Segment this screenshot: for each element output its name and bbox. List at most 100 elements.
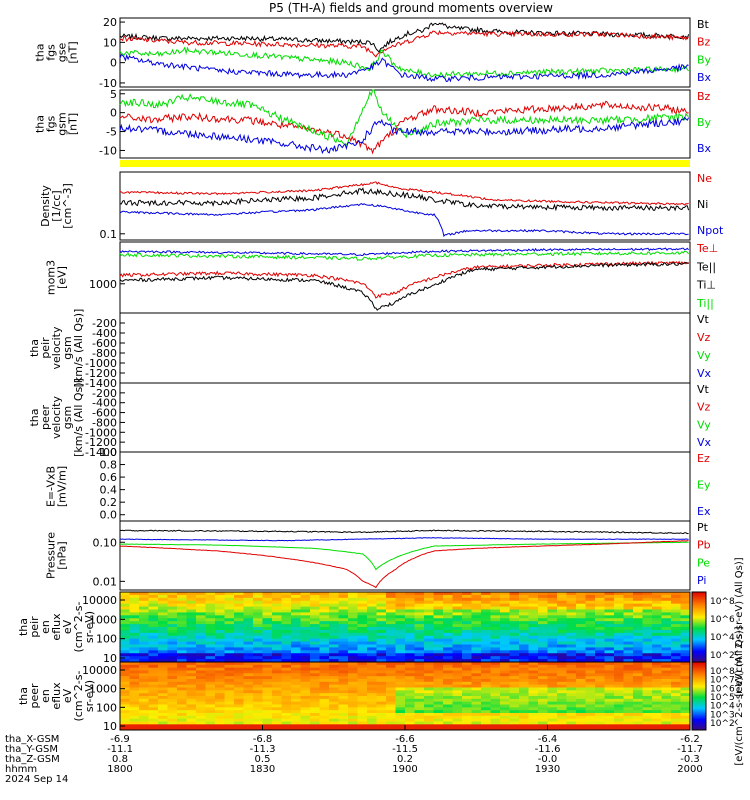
peer_velocity-frame: [119, 382, 691, 453]
heatmap-cell: [509, 710, 520, 714]
heatmap-cell: [414, 707, 425, 711]
heatmap-cell: [557, 606, 567, 610]
legend-entry: Vy: [697, 349, 711, 362]
heatmap-cell: [566, 701, 577, 705]
heatmap-cell: [471, 687, 482, 691]
heatmap-cell: [633, 621, 643, 625]
heatmap-cell: [443, 693, 453, 697]
heatmap-cell: [671, 624, 681, 628]
heatmap-cell: [253, 693, 263, 697]
heatmap-cell: [348, 635, 358, 640]
heatmap-cell: [329, 644, 339, 648]
heatmap-cell: [300, 681, 311, 686]
heatmap-cell: [642, 597, 653, 602]
heatmap-cell: [395, 612, 406, 616]
heatmap-cell: [357, 594, 368, 599]
heatmap-cell: [595, 650, 605, 654]
heatmap-cell: [481, 721, 491, 725]
heatmap-cell: [177, 679, 187, 683]
heatmap-cell: [329, 684, 339, 688]
heatmap-cell: [585, 684, 596, 688]
heatmap-cell: [253, 629, 263, 634]
heatmap-cell: [471, 724, 482, 728]
heatmap-cell: [129, 629, 140, 634]
heatmap-cell: [509, 693, 520, 697]
heatmap-cell: [424, 615, 434, 619]
heatmap-cell: [329, 653, 339, 657]
heatmap-cell: [120, 650, 130, 654]
heatmap-cell: [652, 638, 662, 643]
heatmap-cell: [158, 662, 168, 666]
heatmap-cell: [547, 635, 558, 640]
heatmap-cell: [680, 603, 691, 608]
heatmap-cell: [538, 696, 548, 700]
heatmap-cell: [253, 650, 263, 654]
heatmap-cell: [367, 684, 377, 688]
heatmap-cell: [585, 721, 596, 725]
heatmap-cell: [167, 676, 178, 680]
heatmap-cell: [376, 635, 387, 640]
heatmap-cell: [139, 690, 149, 694]
heatmap-cell: [585, 690, 596, 694]
heatmap-cell: [652, 632, 662, 637]
heatmap-cell: [367, 594, 377, 599]
heatmap-cell: [433, 656, 444, 660]
heatmap-cell: [680, 600, 691, 605]
heatmap-cell: [490, 635, 501, 640]
heatmap-cell: [576, 594, 586, 599]
heatmap-cell: [661, 615, 672, 619]
heatmap-cell: [243, 627, 254, 631]
heatmap-cell: [224, 690, 235, 694]
heatmap-cell: [386, 621, 396, 625]
heatmap-cell: [405, 653, 415, 657]
series-pe-line: [120, 541, 689, 571]
heatmap-cell: [414, 650, 425, 654]
ephemeris-row-label: tha_Z-GSM: [5, 754, 60, 765]
heatmap-cell: [338, 638, 349, 643]
heatmap-cell: [253, 710, 263, 714]
heatmap-cell: [253, 718, 263, 722]
heatmap-cell: [357, 704, 368, 708]
heatmap-cell: [604, 656, 615, 660]
heatmap-cell: [490, 597, 501, 602]
heatmap-cell: [272, 650, 282, 654]
heatmap-cell: [338, 618, 349, 622]
heatmap-cell: [576, 592, 586, 596]
heatmap-cell: [395, 606, 406, 610]
heatmap-cell: [576, 698, 586, 703]
heatmap-cell: [604, 641, 615, 645]
heatmap-cell: [310, 632, 320, 637]
heatmap-cell: [310, 600, 320, 605]
legend-entry: Bz: [697, 36, 711, 49]
heatmap-cell: [528, 664, 539, 669]
heatmap-cell: [500, 727, 510, 731]
heatmap-cell: [367, 687, 377, 691]
heatmap-cell: [680, 679, 691, 683]
heatmap-cell: [376, 715, 387, 720]
heatmap-cell: [481, 635, 491, 640]
heatmap-cell: [319, 647, 330, 651]
heatmap-cell: [595, 627, 605, 631]
heatmap-cell: [395, 718, 406, 722]
heatmap-cell: [310, 701, 320, 705]
heatmap-cell: [120, 629, 130, 634]
heatmap-cell: [500, 594, 510, 599]
heatmap-cell: [120, 721, 130, 725]
heatmap-cell: [310, 676, 320, 680]
heatmap-cell: [196, 679, 206, 683]
heatmap-cell: [433, 667, 444, 671]
heatmap-cell: [557, 710, 567, 714]
heatmap-cell: [300, 724, 311, 728]
heatmap-cell: [443, 710, 453, 714]
heatmap-cell: [538, 609, 548, 613]
heatmap-cell: [595, 696, 605, 700]
peer_spec-heatmap: [120, 662, 691, 731]
heatmap-cell: [500, 612, 510, 616]
heatmap-cell: [300, 615, 311, 619]
heatmap-cell: [177, 710, 187, 714]
heatmap-cell: [623, 606, 634, 610]
heatmap-cell: [680, 715, 691, 720]
heatmap-cell: [253, 662, 263, 666]
heatmap-cell: [509, 606, 520, 610]
heatmap-cell: [234, 638, 244, 643]
